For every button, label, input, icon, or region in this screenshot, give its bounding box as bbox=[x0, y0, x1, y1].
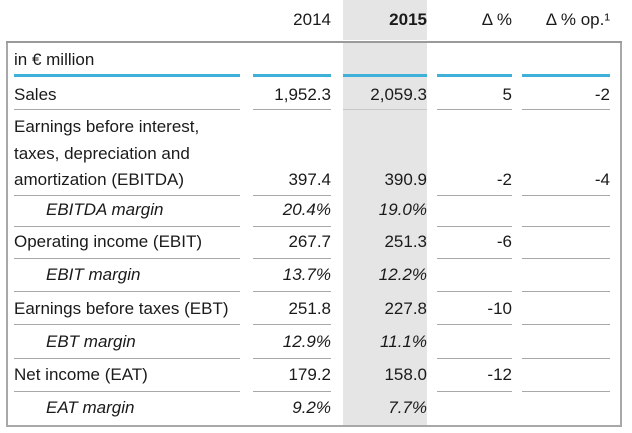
row-divider bbox=[522, 226, 610, 227]
accent-rule-label bbox=[14, 74, 240, 77]
row-divider bbox=[14, 195, 240, 196]
row-divider bbox=[437, 358, 512, 359]
table-row: Sales 1,952.3 2,059.3 5 -2 bbox=[8, 82, 620, 108]
unit-label: in € million bbox=[14, 50, 95, 69]
table-row: Earnings before taxes (EBT) 251.8 227.8 … bbox=[8, 298, 620, 324]
cell-2015: 390.9 bbox=[384, 170, 427, 189]
row-divider bbox=[14, 391, 240, 392]
header-2015: 2015 bbox=[343, 0, 427, 40]
row-divider bbox=[14, 324, 240, 325]
row-divider bbox=[253, 358, 331, 359]
row-label-line: taxes, depreciation and bbox=[14, 144, 190, 163]
header-rule bbox=[6, 41, 622, 43]
row-divider bbox=[14, 291, 240, 292]
cell-delta: -12 bbox=[487, 365, 512, 384]
cell-2014: 20.4% bbox=[282, 200, 331, 219]
row-label: Sales bbox=[14, 85, 57, 104]
table-row: Net income (EAT) 179.2 158.0 -12 bbox=[8, 364, 620, 390]
row-label-line: Earnings before interest, bbox=[14, 117, 200, 136]
row-divider bbox=[437, 291, 512, 292]
cell-2014: 9.2% bbox=[292, 398, 331, 417]
table-row: EAT margin 9.2% 7.7% bbox=[8, 397, 620, 423]
cell-delta: -2 bbox=[496, 170, 512, 189]
cell-2015: 158.0 bbox=[384, 365, 427, 384]
row-divider bbox=[522, 391, 610, 392]
row-label: Net income (EAT) bbox=[14, 365, 148, 384]
row-divider bbox=[437, 109, 512, 110]
cell-2014: 1,952.3 bbox=[274, 85, 331, 104]
row-label: Operating income (EBIT) bbox=[14, 232, 203, 251]
cell-2015: 2,059.3 bbox=[370, 85, 427, 104]
cell-delta: -6 bbox=[496, 232, 512, 251]
row-divider bbox=[14, 258, 240, 259]
row-divider bbox=[437, 195, 512, 196]
cell-2015: 11.1% bbox=[380, 332, 427, 351]
cell-delta-op: -4 bbox=[594, 170, 610, 189]
row-label-line: amortization (EBITDA) bbox=[14, 170, 185, 189]
cell-2014: 267.7 bbox=[288, 232, 331, 251]
row-divider bbox=[14, 226, 240, 227]
row-divider bbox=[253, 391, 331, 392]
table-header: 2014 2015 Δ % Δ % op.¹ bbox=[0, 0, 632, 43]
cell-delta-op: -2 bbox=[594, 85, 610, 104]
row-divider bbox=[253, 324, 331, 325]
row-label: EAT margin bbox=[46, 398, 135, 417]
accent-rule-2014 bbox=[253, 74, 331, 77]
header-delta-percent-op: Δ % op.¹ bbox=[545, 10, 610, 29]
cell-2014: 12.9% bbox=[282, 332, 331, 351]
header-delta-percent: Δ % bbox=[481, 10, 512, 29]
cell-2014: 179.2 bbox=[288, 365, 331, 384]
row-label: EBITDA margin bbox=[46, 200, 164, 219]
row-divider bbox=[253, 258, 331, 259]
row-label: Earnings before taxes (EBT) bbox=[14, 299, 229, 318]
cell-delta: 5 bbox=[502, 85, 512, 104]
accent-rule-delta-op bbox=[522, 74, 610, 77]
table-row: EBITDA margin 20.4% 19.0% bbox=[8, 198, 620, 224]
row-divider bbox=[437, 258, 512, 259]
row-divider bbox=[253, 195, 331, 196]
cell-2015: 19.0% bbox=[378, 200, 427, 219]
row-divider bbox=[253, 109, 331, 110]
row-divider bbox=[522, 291, 610, 292]
row-divider bbox=[437, 391, 512, 392]
row-label: EBT margin bbox=[46, 332, 136, 351]
row-divider bbox=[522, 324, 610, 325]
table-row: Operating income (EBIT) 267.7 251.3 -6 bbox=[8, 231, 620, 257]
cell-2015: 251.3 bbox=[384, 232, 427, 251]
cell-2014: 13.7% bbox=[282, 265, 331, 284]
row-label: EBIT margin bbox=[46, 265, 141, 284]
row-divider bbox=[522, 358, 610, 359]
row-divider bbox=[253, 226, 331, 227]
accent-rule-2015 bbox=[343, 74, 427, 77]
row-divider bbox=[343, 109, 427, 110]
row-divider bbox=[437, 226, 512, 227]
row-divider bbox=[253, 291, 331, 292]
accent-rule-delta bbox=[437, 74, 512, 77]
row-divider bbox=[522, 258, 610, 259]
table-frame bbox=[6, 43, 622, 427]
cell-2015: 7.7% bbox=[388, 398, 427, 417]
row-divider bbox=[14, 109, 240, 110]
cell-2015: 227.8 bbox=[384, 299, 427, 318]
cell-2015: 12.2% bbox=[378, 265, 427, 284]
header-2014: 2014 bbox=[293, 10, 331, 29]
row-divider bbox=[437, 324, 512, 325]
cell-delta: -10 bbox=[487, 299, 512, 318]
table-row: Earnings before interest, taxes, depreci… bbox=[8, 114, 620, 194]
row-divider bbox=[522, 109, 610, 110]
cell-2014: 251.8 bbox=[288, 299, 331, 318]
table-row: EBIT margin 13.7% 12.2% bbox=[8, 264, 620, 290]
table-row: EBT margin 12.9% 11.1% bbox=[8, 331, 620, 357]
row-divider bbox=[14, 358, 240, 359]
row-divider bbox=[522, 195, 610, 196]
cell-2014: 397.4 bbox=[288, 170, 331, 189]
highlight-column-2015 bbox=[343, 43, 427, 425]
